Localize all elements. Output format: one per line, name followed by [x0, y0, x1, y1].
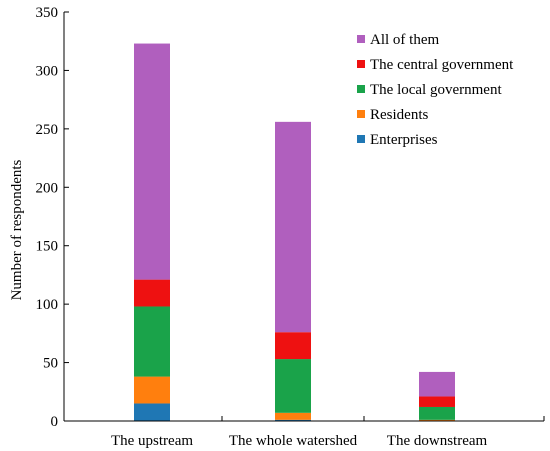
y-tick-label: 100: [36, 297, 59, 313]
y-tick-label: 350: [36, 5, 59, 21]
legend: All of them The central government The loc…: [357, 32, 514, 148]
legend-label: Enterprises: [370, 132, 438, 148]
y-tick-label: 250: [36, 122, 59, 138]
bar-segment: [419, 419, 455, 421]
y-tick-label: 200: [36, 180, 59, 196]
legend-swatch: [357, 60, 365, 68]
legend-label: The central government: [370, 57, 514, 73]
legend-swatch: [357, 135, 365, 143]
legend-swatch: [357, 110, 365, 118]
y-tick-label: 150: [36, 239, 59, 255]
legend-swatch: [357, 35, 365, 43]
y-tick-label: 300: [36, 63, 59, 79]
legend-swatch: [357, 85, 365, 93]
y-tick-label: 50: [43, 356, 58, 372]
axes-layer: 0 50 100 150 200 250 300 350 The upstream The who…: [36, 5, 545, 449]
bar-segment: [419, 396, 455, 407]
bar-segment: [419, 406, 455, 420]
y-tick-label: 0: [51, 414, 59, 430]
bar-segment: [419, 371, 455, 397]
x-tick-label: The downstream: [387, 433, 488, 449]
bar-segment: [134, 403, 170, 421]
bar-segment: [275, 359, 311, 413]
y-axis-title: Number of respondents: [9, 159, 25, 300]
x-tick-label: The upstream: [111, 433, 193, 449]
bar-segment: [275, 121, 311, 333]
legend-label: Residents: [370, 107, 428, 123]
legend-label: The local government: [370, 82, 502, 98]
bar-segment: [134, 376, 170, 404]
legend-label: All of them: [370, 32, 439, 48]
bars-layer: [134, 43, 455, 421]
bar-segment: [134, 279, 170, 307]
bar-segment: [275, 412, 311, 420]
bar-segment: [275, 419, 311, 421]
bar-segment: [134, 306, 170, 377]
bar-segment: [275, 332, 311, 360]
x-tick-label: The whole watershed: [229, 433, 358, 449]
bar-segment: [134, 43, 170, 280]
